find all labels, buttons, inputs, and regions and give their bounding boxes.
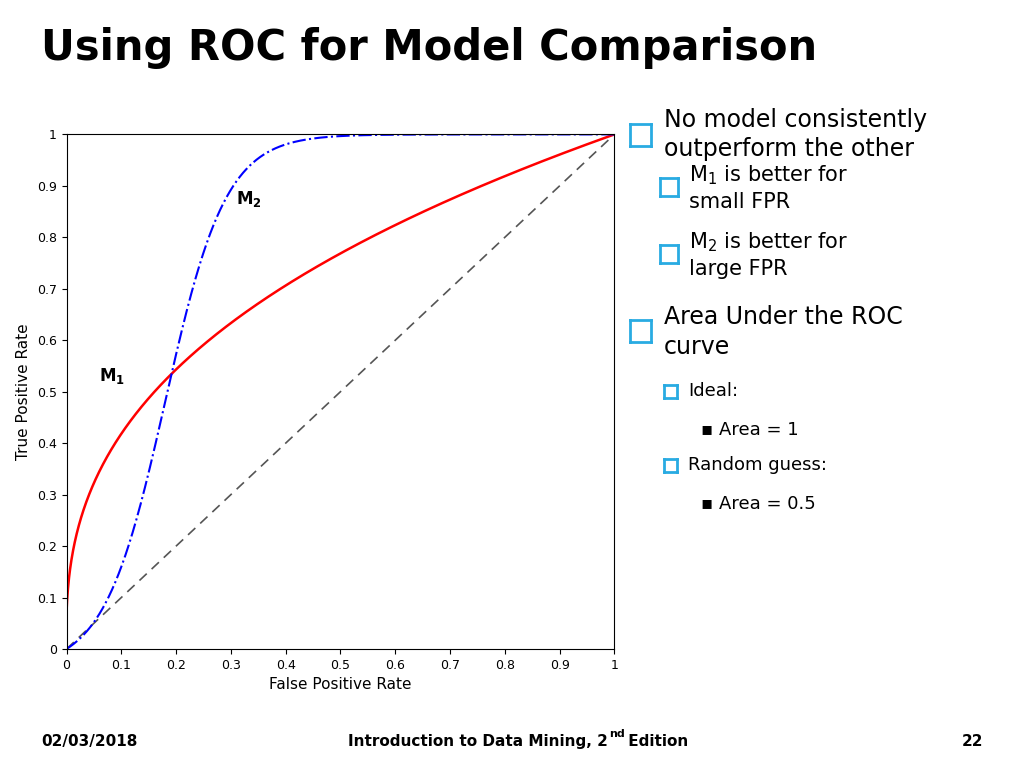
Text: Random guess:: Random guess:: [688, 456, 827, 474]
Text: nd: nd: [609, 729, 625, 739]
Text: $\mathbf{M_2}$: $\mathbf{M_2}$: [237, 189, 262, 209]
Text: Area Under the ROC
curve: Area Under the ROC curve: [664, 305, 902, 359]
Text: $\mathbf{M_1}$: $\mathbf{M_1}$: [99, 366, 125, 386]
X-axis label: False Positive Rate: False Positive Rate: [269, 677, 412, 692]
Text: Edition: Edition: [623, 733, 688, 749]
Text: M$_2$ is better for
large FPR: M$_2$ is better for large FPR: [689, 230, 849, 279]
Text: No model consistently
outperform the other: No model consistently outperform the oth…: [664, 108, 927, 161]
Text: 02/03/2018: 02/03/2018: [41, 733, 137, 749]
Text: M$_1$ is better for
small FPR: M$_1$ is better for small FPR: [689, 164, 849, 212]
Text: Introduction to Data Mining, 2: Introduction to Data Mining, 2: [348, 733, 608, 749]
Text: ▪ Area = 1: ▪ Area = 1: [701, 421, 799, 439]
Text: Ideal:: Ideal:: [688, 382, 738, 399]
Text: Using ROC for Model Comparison: Using ROC for Model Comparison: [41, 27, 817, 69]
Text: 22: 22: [962, 733, 983, 749]
Y-axis label: True Positive Rate: True Positive Rate: [16, 323, 32, 460]
Text: ▪ Area = 0.5: ▪ Area = 0.5: [701, 495, 816, 513]
